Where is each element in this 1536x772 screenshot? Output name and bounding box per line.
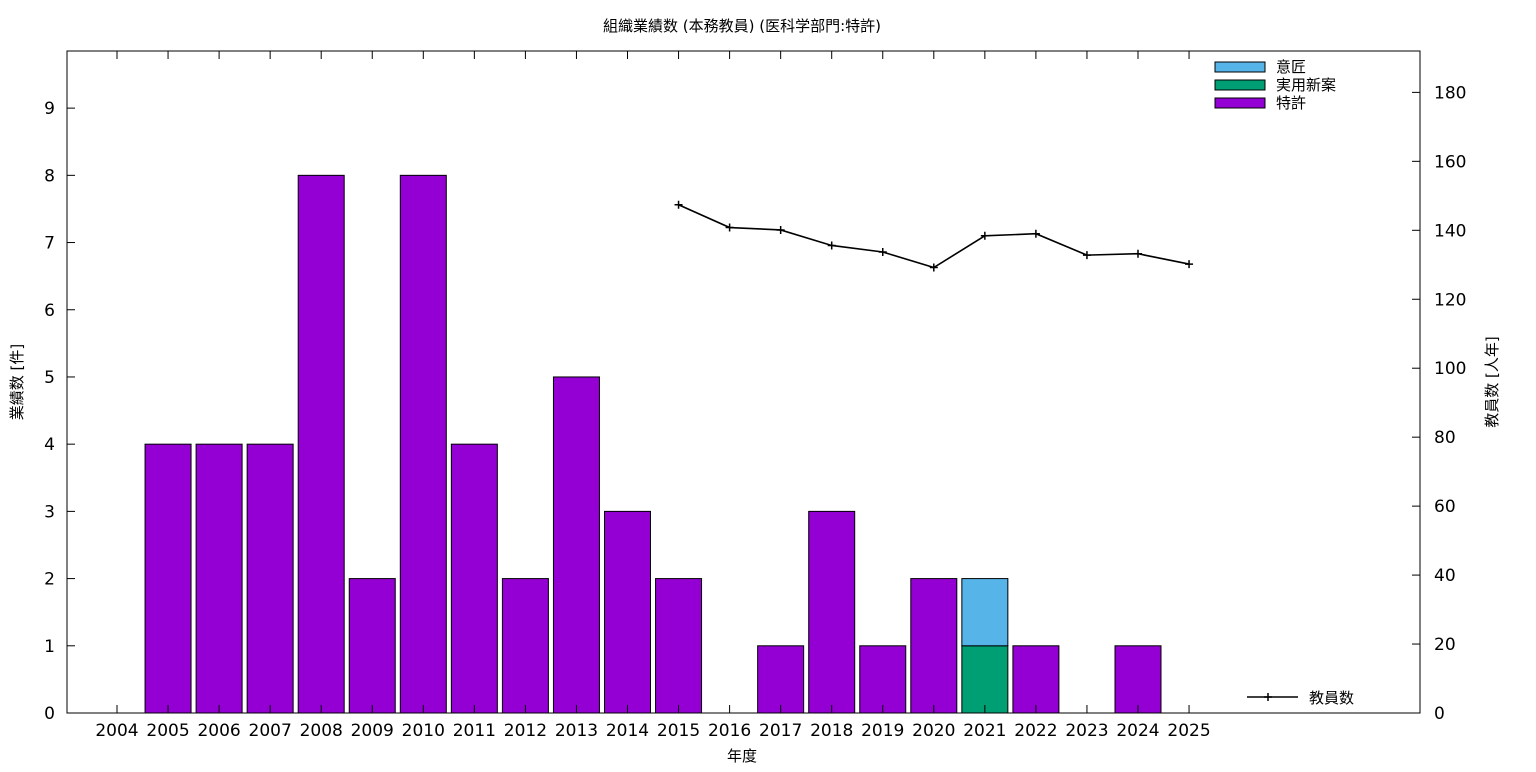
line-point-2016 <box>725 223 734 232</box>
line-series-faculty <box>678 204 1190 269</box>
line-point-2022 <box>1031 229 1040 238</box>
x-tick-label-2008: 2008 <box>300 721 343 741</box>
y2-axis-title: 教員数 [人年] <box>1483 336 1501 427</box>
y2-tick-label-20: 20 <box>1434 635 1456 655</box>
y-tick-label-7: 7 <box>44 234 55 254</box>
y-tick-label-3: 3 <box>44 502 55 522</box>
x-tick-label-2007: 2007 <box>249 721 292 741</box>
legend-label-2: 特許 <box>1276 94 1306 112</box>
x-tick-label-2017: 2017 <box>759 721 802 741</box>
bar-2015-series-0 <box>655 578 703 714</box>
bar-2010-series-0 <box>399 174 447 714</box>
bar-2014-series-0 <box>604 510 651 714</box>
y-tick-label-2: 2 <box>44 570 55 590</box>
line-point-2018 <box>827 241 836 250</box>
x-tick-label-2010: 2010 <box>402 721 445 741</box>
axes-layer: 0 1 2 3 4 5 6 7 8 9 0 20 40 60 80 100 120 140 160 180 2004 20… <box>44 50 1466 741</box>
y2-tick-label-180: 180 <box>1434 83 1466 103</box>
x-tick-label-2020: 2020 <box>912 721 955 741</box>
line-layer <box>674 200 1194 272</box>
legend-line-marker <box>1264 693 1272 701</box>
x-tick-label-2009: 2009 <box>351 721 394 741</box>
bar-2017-series-0 <box>757 645 805 714</box>
bar-2021-series-1 <box>961 645 1009 714</box>
legend-swatch-2 <box>1214 97 1266 109</box>
x-tick-label-2021: 2021 <box>963 721 1006 741</box>
bar-2020-series-0 <box>910 578 958 714</box>
y-tick-label-0: 0 <box>44 704 55 724</box>
bar-2022-series-0 <box>1012 645 1060 714</box>
x-tick-label-2015: 2015 <box>657 721 700 741</box>
x-tick-label-2024: 2024 <box>1116 721 1159 741</box>
y-tick-label-6: 6 <box>44 301 55 321</box>
x-tick-label-2018: 2018 <box>810 721 853 741</box>
y2-tick-label-100: 100 <box>1434 359 1466 379</box>
y2-tick-label-120: 120 <box>1434 290 1466 310</box>
x-tick-label-2006: 2006 <box>197 721 240 741</box>
y-tick-label-4: 4 <box>44 435 55 455</box>
x-tick-label-2005: 2005 <box>146 721 189 741</box>
line-point-2019 <box>878 248 887 257</box>
bar-2007-series-0 <box>246 443 294 714</box>
bars-layer <box>144 174 1162 714</box>
bar-2021-series-2 <box>961 578 1009 647</box>
legend-label-1: 実用新案 <box>1276 76 1336 94</box>
legend-swatch-1 <box>1214 79 1266 91</box>
bar-2006-series-0 <box>195 443 243 714</box>
bar-2009-series-0 <box>348 578 396 714</box>
x-tick-label-2014: 2014 <box>606 721 649 741</box>
legend-swatch-0 <box>1214 61 1266 73</box>
bar-2012-series-0 <box>501 578 549 714</box>
x-tick-label-2016: 2016 <box>708 721 751 741</box>
y-tick-label-5: 5 <box>44 368 55 388</box>
legend-label-0: 意匠 <box>1276 58 1306 76</box>
x-tick-label-2023: 2023 <box>1065 721 1108 741</box>
x-tick-label-2013: 2013 <box>555 721 598 741</box>
line-point-2021 <box>980 231 989 240</box>
x-axis-title: 年度 <box>727 747 757 765</box>
line-point-2015 <box>674 200 683 209</box>
y2-tick-label-140: 140 <box>1434 221 1466 241</box>
line-point-2024 <box>1134 249 1142 258</box>
y-tick-label-8: 8 <box>44 166 55 186</box>
chart-title: 組織業績数 (本務教員) (医科学部門:特許) <box>603 17 881 35</box>
y2-tick-label-0: 0 <box>1434 704 1445 724</box>
bar-2008-series-0 <box>297 174 345 714</box>
x-tick-label-2022: 2022 <box>1014 721 1057 741</box>
y2-tick-label-40: 40 <box>1434 566 1456 586</box>
bar-2018-series-0 <box>808 510 856 714</box>
y2-tick-label-160: 160 <box>1434 152 1466 172</box>
bar-2005-series-0 <box>144 443 192 714</box>
plot-frame <box>66 50 1421 714</box>
y2-tick-label-80: 80 <box>1434 428 1456 448</box>
x-tick-label-2011: 2011 <box>453 721 496 741</box>
line-point-2025 <box>1185 260 1194 269</box>
bar-2011-series-0 <box>450 443 498 714</box>
y2-tick-label-60: 60 <box>1434 497 1456 517</box>
bar-2013-series-0 <box>552 376 600 714</box>
bar-2019-series-0 <box>859 645 907 714</box>
x-tick-label-2004: 2004 <box>95 721 138 741</box>
y-tick-label-1: 1 <box>44 637 55 657</box>
line-point-2017 <box>776 225 785 234</box>
line-point-2020 <box>929 263 938 272</box>
x-tick-label-2012: 2012 <box>504 721 547 741</box>
y-axis-title: 業績数 [件] <box>8 344 26 420</box>
x-tick-label-2025: 2025 <box>1167 721 1210 741</box>
x-tick-label-2019: 2019 <box>861 721 904 741</box>
bar-2024-series-0 <box>1114 645 1162 714</box>
legend-label-line: 教員数 <box>1309 689 1354 707</box>
line-point-2023 <box>1082 251 1091 260</box>
y-tick-label-9: 9 <box>44 99 55 119</box>
